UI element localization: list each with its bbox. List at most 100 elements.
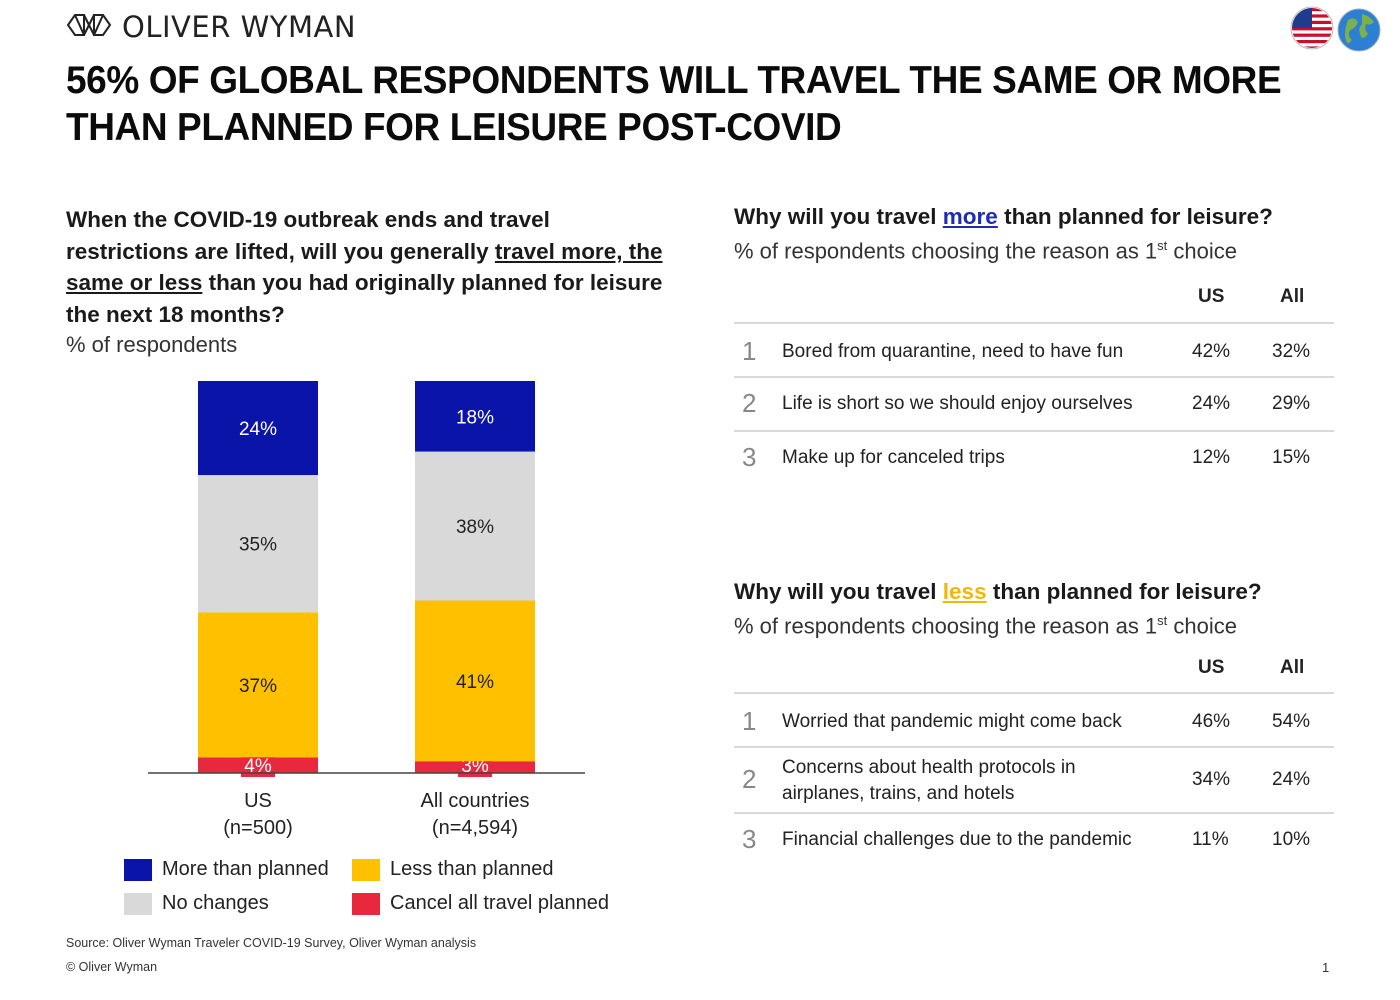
bar-segment <box>415 600 535 762</box>
copyright: © Oliver Wyman <box>66 960 158 974</box>
subtitle-pre: % of respondents choosing the reason as … <box>734 613 1158 639</box>
title-highlight: less <box>942 579 987 604</box>
subtitle-post: choice <box>1167 238 1238 264</box>
data-label: 24% <box>239 419 277 440</box>
question-text-underlined: travel more, the same or less <box>66 238 663 296</box>
row-rank: 3 <box>742 442 757 472</box>
data-label: 35% <box>239 535 277 556</box>
chart-legend: More than planned Less than planned No c… <box>124 858 644 928</box>
legend-label: Less than planned <box>390 858 554 880</box>
row-reason: Concerns about health protocols in airpl… <box>782 757 1076 804</box>
subtitle-sup: st <box>1157 238 1168 253</box>
table-less-title: Why will you travel less than planned fo… <box>734 579 1262 605</box>
row-all-value: 54% <box>1272 711 1311 732</box>
table-more-subtitle: % of respondents choosing the reason as … <box>734 238 1237 264</box>
bar-segment <box>415 451 535 601</box>
title-pre: Why will you travel <box>734 579 943 604</box>
row-us-value: 46% <box>1192 711 1231 732</box>
row-all-value: 15% <box>1272 447 1311 468</box>
survey-question: When the COVID-19 outbreak ends and trav… <box>66 204 666 330</box>
legend-item-cancel: Cancel all travel planned <box>352 892 609 915</box>
brand-name: OLIVER WYMAN <box>122 10 357 44</box>
category-label: All countries <box>421 790 530 812</box>
legend-swatch <box>352 892 380 915</box>
legend-label: No changes <box>162 892 269 914</box>
page-number: 1 <box>1322 960 1330 975</box>
globe-icon <box>1337 8 1381 52</box>
bar-segment <box>198 381 318 476</box>
row-rank: 3 <box>742 824 757 854</box>
data-label: 18% <box>456 407 494 428</box>
row-rank: 2 <box>742 388 757 418</box>
data-label: 38% <box>456 517 494 538</box>
data-label: 3% <box>461 756 489 777</box>
row-us-value: 11% <box>1192 829 1229 850</box>
legend-item-no-changes: No changes <box>124 892 269 915</box>
row-reason: Life is short so we should enjoy ourselv… <box>782 393 1133 414</box>
question-text-part2: than you had originally planned for leis… <box>66 270 663 327</box>
table-row: 3 Financial challenges due to the pandem… <box>734 812 1334 866</box>
row-reason: Make up for canceled trips <box>782 447 1005 468</box>
row-us-value: 34% <box>1192 769 1231 790</box>
table-less-col-all: All <box>1280 657 1305 678</box>
subtitle-post: choice <box>1167 613 1238 639</box>
row-rank: 1 <box>742 706 757 736</box>
row-reason: Financial challenges due to the pandemic <box>782 829 1132 850</box>
table-more-col-us: US <box>1198 286 1225 307</box>
stacked-bar-chart: 4% 37% 35% 24% US (n=500) 3% 41% 38% 18% All count… <box>148 381 585 839</box>
data-label: 37% <box>239 676 277 697</box>
question-text-part1: When the COVID-19 outbreak ends and trav… <box>66 207 550 264</box>
bar-segment <box>415 381 535 452</box>
title-pre: Why will you travel <box>734 204 943 229</box>
row-all-value: 29% <box>1272 393 1311 414</box>
source-note: Source: Oliver Wyman Traveler COVID-19 S… <box>66 936 477 950</box>
flag-icons <box>1290 6 1388 54</box>
row-rank: 1 <box>742 336 757 366</box>
table-less-subtitle: % of respondents choosing the reason as … <box>734 613 1237 639</box>
category-label: US <box>244 790 272 812</box>
row-us-value: 24% <box>1192 393 1231 414</box>
category-label: (n=4,594) <box>432 817 518 839</box>
table-row: 2 Concerns about health protocols in air… <box>734 746 1334 812</box>
title-highlight: more <box>942 204 998 229</box>
title-post: than planned for leisure? <box>997 204 1273 229</box>
row-us-value: 12% <box>1192 447 1231 468</box>
legend-item-less: Less than planned <box>352 858 553 881</box>
us-flag-icon <box>1290 6 1334 50</box>
legend-swatch <box>124 892 152 915</box>
row-us-value: 42% <box>1192 341 1231 362</box>
oliver-wyman-logo-icon <box>66 12 112 43</box>
table-row: 2 Life is short so we should enjoy ourse… <box>734 376 1334 430</box>
row-all-value: 32% <box>1272 341 1311 362</box>
table-less: 1 Worried that pandemic might come back … <box>734 692 1334 854</box>
table-row: 3 Make up for canceled trips 12% 15% <box>734 430 1334 484</box>
table-more-title: Why will you travel more than planned fo… <box>734 204 1273 230</box>
row-reason: Worried that pandemic might come back <box>782 711 1122 732</box>
table-row: 1 Worried that pandemic might come back … <box>734 692 1334 746</box>
question-subtitle: % of respondents <box>66 332 238 357</box>
row-rank: 2 <box>742 764 757 794</box>
data-label: 41% <box>456 672 494 693</box>
table-more-col-all: All <box>1280 286 1305 307</box>
legend-swatch <box>352 858 380 881</box>
subtitle-pre: % of respondents choosing the reason as … <box>734 238 1158 264</box>
table-less-col-us: US <box>1198 657 1225 678</box>
row-all-value: 10% <box>1272 829 1311 850</box>
page-title: 56% OF GLOBAL RESPONDENTS WILL TRAVEL TH… <box>66 58 1282 149</box>
legend-label: More than planned <box>162 858 329 880</box>
table-more: 1 Bored from quarantine, need to have fu… <box>734 322 1334 472</box>
legend-swatch <box>124 858 152 881</box>
subtitle-sup: st <box>1157 613 1168 628</box>
table-row: 1 Bored from quarantine, need to have fu… <box>734 322 1334 376</box>
row-all-value: 24% <box>1272 769 1311 790</box>
legend-label: Cancel all travel planned <box>390 892 610 914</box>
row-reason: Bored from quarantine, need to have fun <box>782 341 1124 362</box>
brand: OLIVER WYMAN <box>66 10 356 44</box>
bar-segment <box>198 612 318 758</box>
bar-segment <box>198 475 318 613</box>
data-label-box <box>241 755 275 777</box>
legend-item-more: More than planned <box>124 858 329 881</box>
category-label: (n=500) <box>223 817 293 839</box>
data-label: 4% <box>244 756 272 777</box>
title-post: than planned for leisure? <box>986 579 1262 604</box>
